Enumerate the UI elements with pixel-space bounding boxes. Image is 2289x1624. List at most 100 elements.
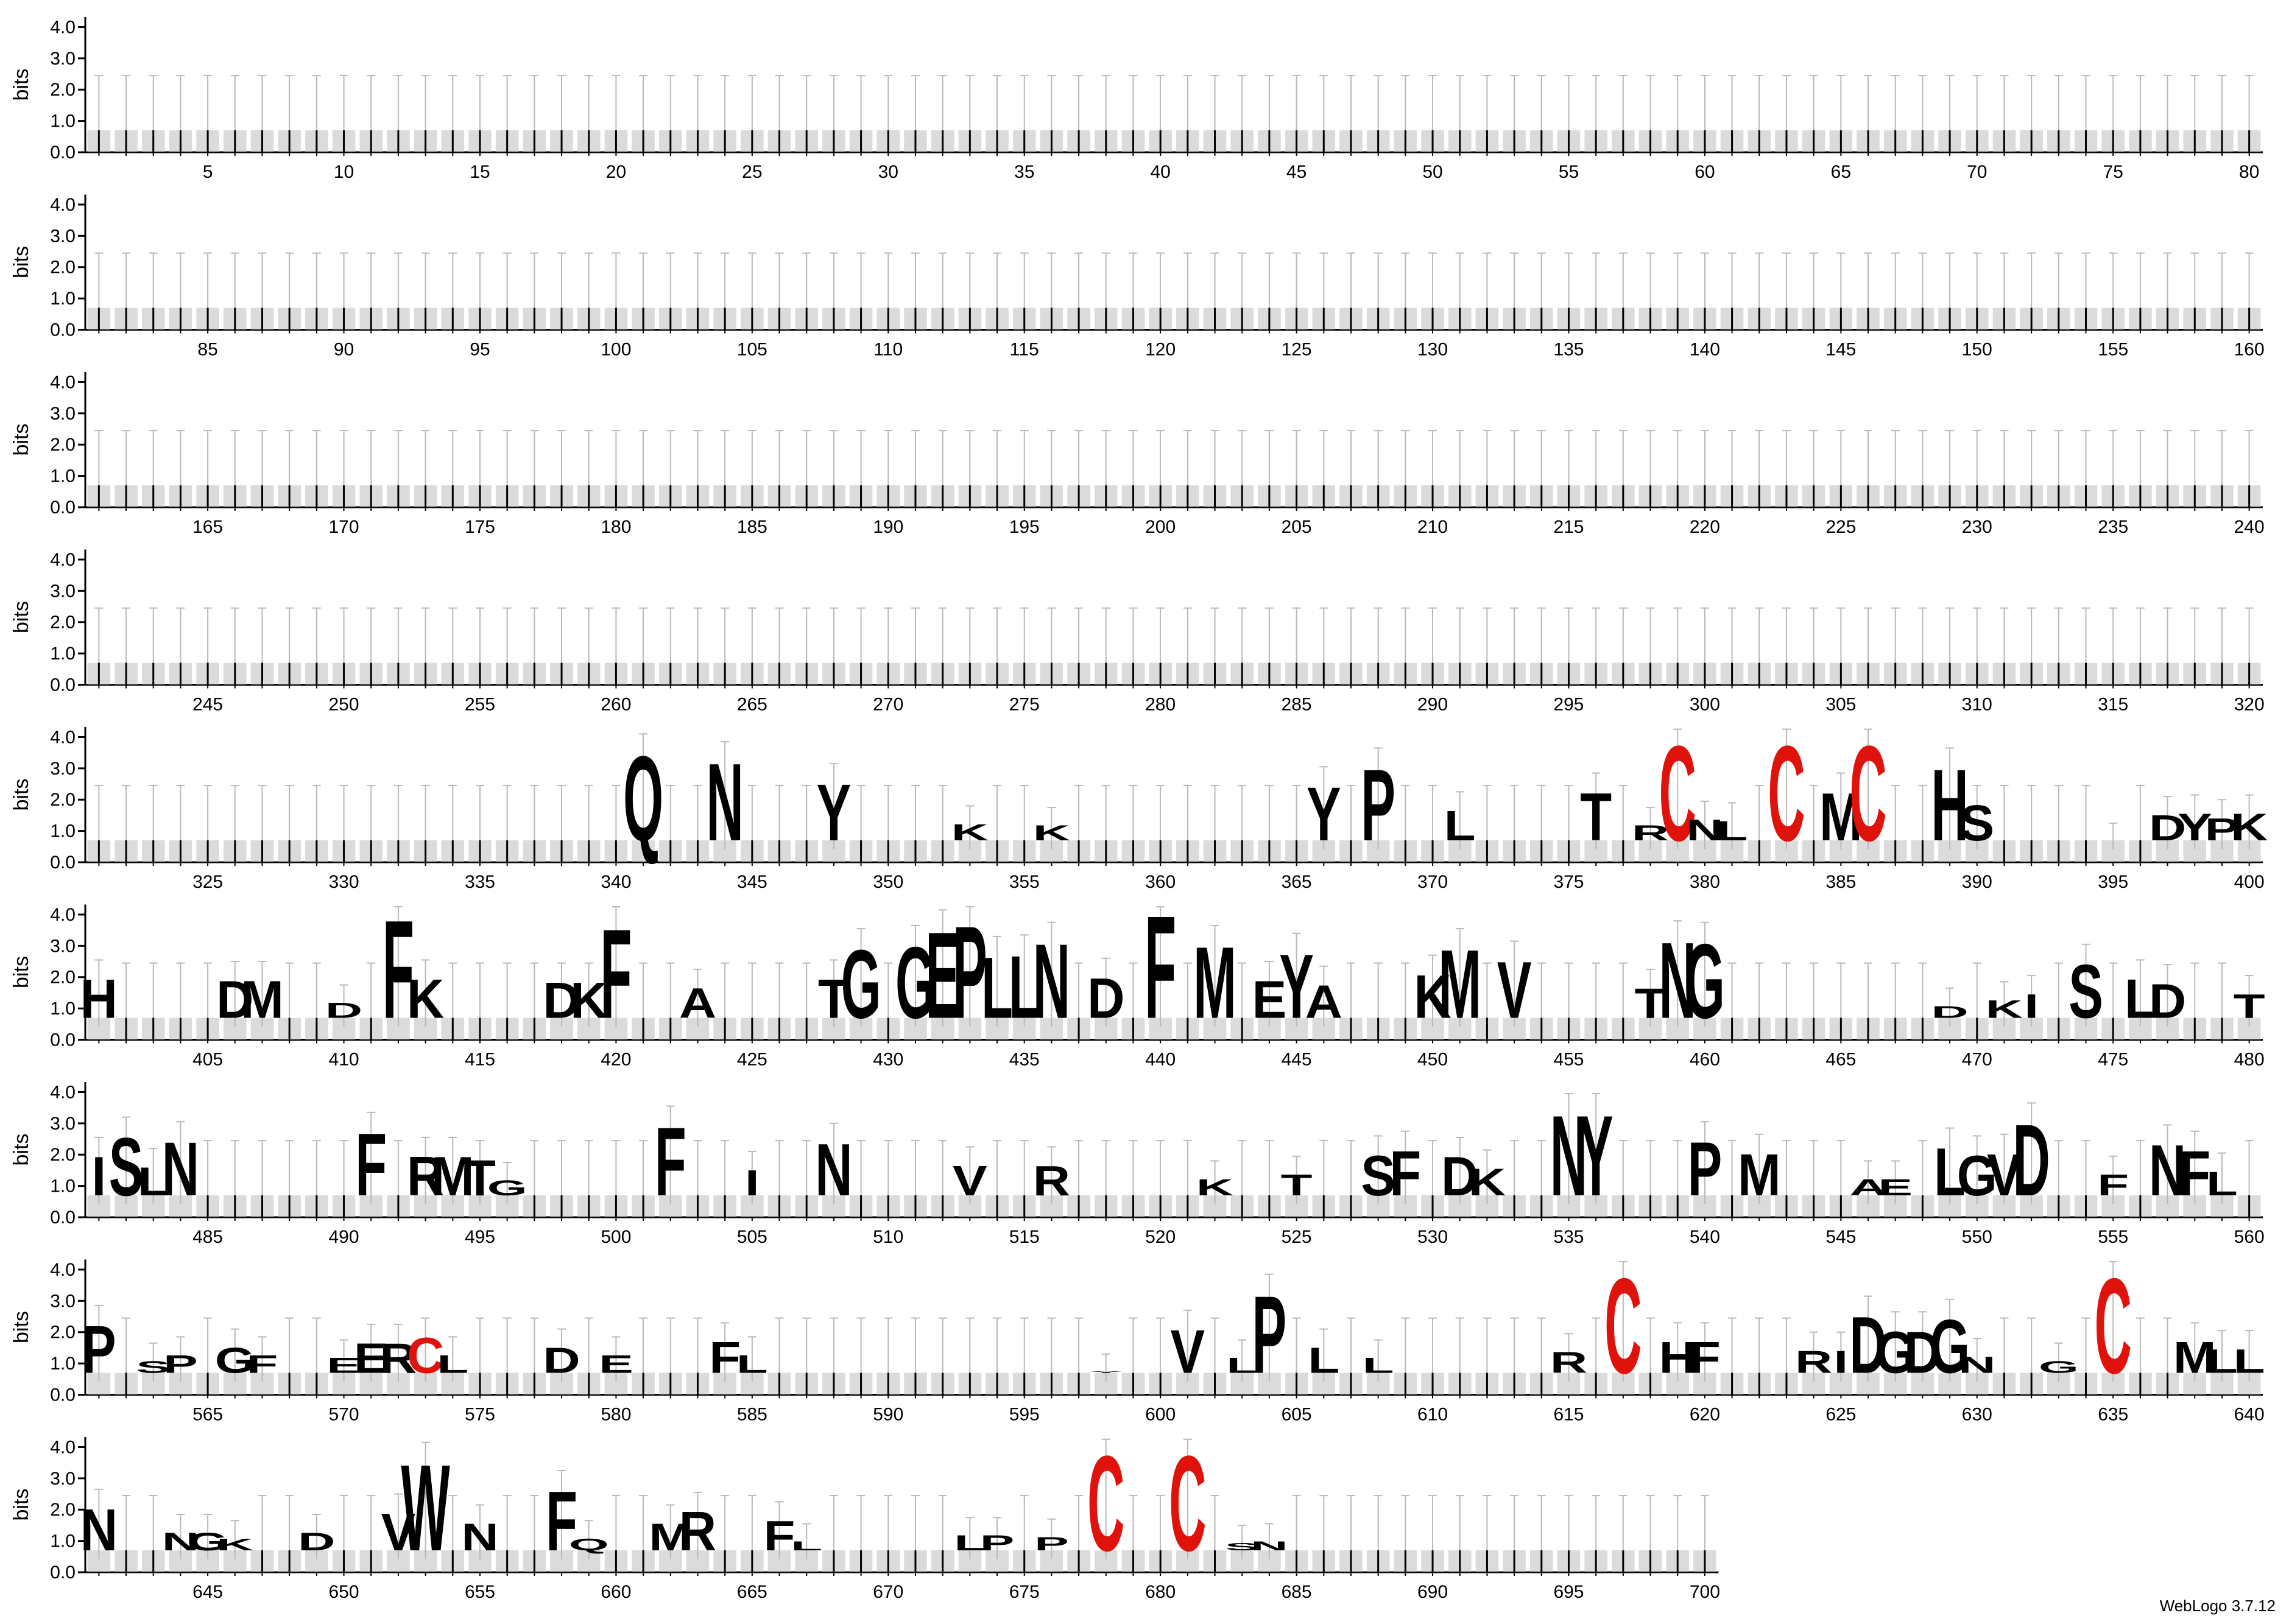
residue-glyph: G [1957,1144,1997,1207]
residue-glyph: L [1444,803,1476,849]
x-tick-label: 510 [873,1227,903,1247]
x-tick-label: 460 [1690,1050,1720,1070]
x-tick-label: 10 [334,162,354,182]
x-tick-label: 325 [192,872,223,892]
residue-glyph: P [1361,749,1395,863]
x-tick-label: 315 [2098,695,2128,715]
weblogo-credit: WebLogo 3.7.12 [2159,1597,2276,1615]
x-tick-label: 640 [2234,1405,2265,1425]
x-tick-label: 405 [192,1050,223,1070]
y-tick-label: 0.0 [50,1207,76,1228]
residue-glyph: P [1688,1126,1723,1212]
x-tick-label: 15 [470,162,490,182]
residue-glyph: M [1738,1142,1781,1209]
residue-glyph: C [1087,1427,1124,1580]
residue-glyph: R [679,1500,716,1562]
x-tick-label: 270 [873,695,903,715]
x-tick-label: 475 [2098,1050,2128,1070]
x-tick-label: 95 [470,340,490,360]
y-tick-label: 2.0 [50,1500,76,1520]
x-tick-label: 45 [1286,162,1307,182]
x-tick-label: 310 [1962,695,1992,715]
y-tick-label: 2.0 [50,258,76,278]
x-tick-label: 450 [1417,1050,1448,1070]
x-tick-label: 580 [601,1405,631,1425]
x-tick-label: 25 [742,162,762,182]
x-tick-label: 220 [1690,517,1720,537]
residue-glyph: A [679,980,716,1027]
x-tick-label: 615 [1553,1405,1584,1425]
residue-glyph: H [1931,749,1968,863]
x-tick-label: 605 [1282,1405,1312,1425]
x-tick-label: 80 [2239,162,2259,182]
residue-glyph: T [464,1150,496,1206]
residue-glyph: L [1009,938,1040,1038]
residue-glyph: F [655,1108,686,1217]
residue-glyph: S [1361,1144,1395,1207]
residue-glyph: K [1986,995,2023,1024]
residue-glyph: D [2149,974,2186,1028]
y-axis-title: bits [10,1489,33,1521]
residue-glyph: C [1604,1250,1642,1402]
residue-glyph: G [487,1176,527,1200]
residue-glyph: L [2206,1165,2238,1203]
x-tick-label: 180 [601,517,631,537]
x-tick-label: 140 [1690,340,1720,360]
x-tick-label: 555 [2098,1227,2128,1247]
residue-glyph: A [1849,1174,1886,1200]
x-tick-label: 215 [1553,517,1584,537]
x-tick-label: 695 [1553,1582,1584,1602]
x-tick-label: 545 [1825,1227,1856,1247]
residue-glyph: V [1987,1142,2022,1209]
x-tick-label: 590 [873,1405,903,1425]
x-tick-label: 5 [203,162,213,182]
residue-glyph: H [80,968,118,1030]
y-tick-label: 2.0 [50,1145,76,1165]
x-tick-label: 70 [1967,162,1987,182]
residue-glyph: F [383,891,414,1047]
residue-glyph: Y [2178,806,2212,849]
residue-glyph: F [600,902,632,1046]
residue-glyph: I [92,1145,107,1207]
x-tick-label: 135 [1553,340,1584,360]
residue-glyph: D [1849,1299,1886,1390]
residue-glyph: F [247,1350,278,1379]
x-tick-label: 240 [2234,517,2265,537]
residue-glyph: L [1363,1354,1394,1377]
y-tick-label: 0.0 [50,675,76,695]
x-tick-label: 380 [1690,872,1720,892]
x-tick-label: 130 [1417,340,1448,360]
x-tick-label: 260 [601,695,631,715]
y-tick-label: 2.0 [50,790,76,810]
residue-glyph: K [407,968,444,1030]
x-tick-label: 105 [737,340,767,360]
residue-glyph: E [925,907,960,1044]
x-tick-label: 245 [192,695,223,715]
y-axis-title: bits [10,779,33,811]
y-tick-label: 3.0 [50,226,76,246]
residue-glyph: L [1226,1354,1258,1377]
residue-glyph: F [355,1116,387,1215]
residue-glyph: F [546,1474,577,1569]
x-tick-label: 75 [2103,162,2123,182]
residue-glyph: F [764,1513,795,1559]
residue-glyph: C [407,1327,444,1383]
x-tick-label: 520 [1145,1227,1176,1247]
x-tick-label: 300 [1690,695,1720,715]
residue-glyph: L [791,1539,822,1553]
residue-glyph: V [1497,944,1532,1035]
x-tick-label: 595 [1009,1405,1040,1425]
residue-glyph: N [1250,1539,1288,1553]
x-tick-label: 150 [1962,340,1992,360]
residue-glyph: G [895,926,936,1040]
x-tick-label: 635 [2098,1405,2128,1425]
residue-glyph: L [2125,968,2156,1030]
y-tick-label: 2.0 [50,613,76,633]
y-tick-label: 1.0 [50,1354,76,1374]
residue-glyph: P [2205,812,2240,848]
x-tick-label: 235 [2098,517,2128,537]
residue-glyph: E [599,1350,633,1379]
residue-glyph: P [1252,1274,1287,1397]
x-tick-label: 515 [1009,1227,1040,1247]
residue-glyph: F [2179,1139,2210,1209]
